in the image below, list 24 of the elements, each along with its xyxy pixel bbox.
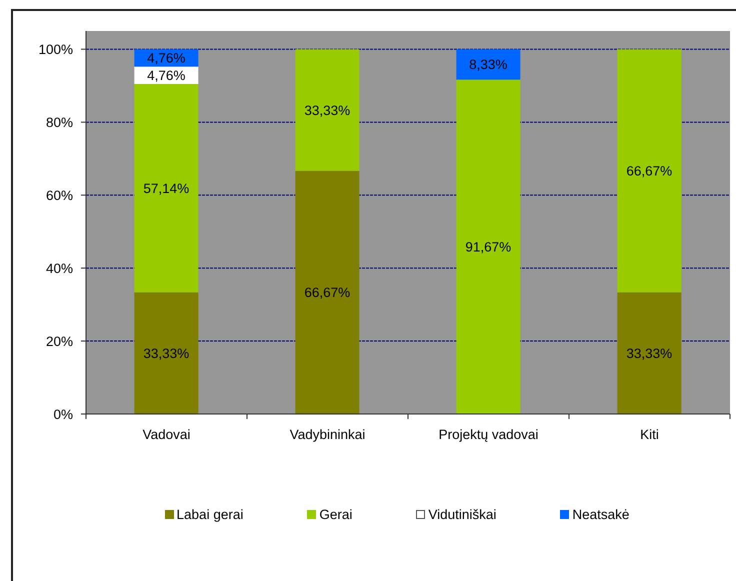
y-tick-label: 100% xyxy=(38,42,73,58)
data-label: 8,33% xyxy=(469,57,508,72)
y-tick-label: 20% xyxy=(46,334,73,349)
data-label: 33,33% xyxy=(143,346,190,362)
x-tick-label: Vadovai xyxy=(142,427,190,442)
x-tick-label: Kiti xyxy=(640,427,659,442)
x-tick-label: Vadybininkai xyxy=(290,427,366,442)
data-label: 66,67% xyxy=(626,164,672,179)
y-tick-label: 40% xyxy=(46,260,73,276)
data-label: 4,76% xyxy=(147,68,186,84)
data-label: 33,33% xyxy=(626,346,672,362)
legend-label: Labai gerai xyxy=(176,506,244,522)
legend-label: Gerai xyxy=(319,506,352,522)
y-tick-label: 80% xyxy=(46,114,73,130)
data-label: 33,33% xyxy=(304,102,350,118)
data-label: 66,67% xyxy=(304,285,350,300)
data-label: 57,14% xyxy=(143,181,190,196)
legend-label: Neatsakė xyxy=(572,506,630,522)
y-tick-label: 0% xyxy=(53,406,73,422)
x-tick-label: Projektų vadovai xyxy=(438,427,538,442)
y-tick-label: 60% xyxy=(46,188,73,203)
legend-label: Vidutiniškai xyxy=(428,506,496,522)
data-label: 91,67% xyxy=(465,240,512,255)
data-label: 4,76% xyxy=(147,50,186,66)
